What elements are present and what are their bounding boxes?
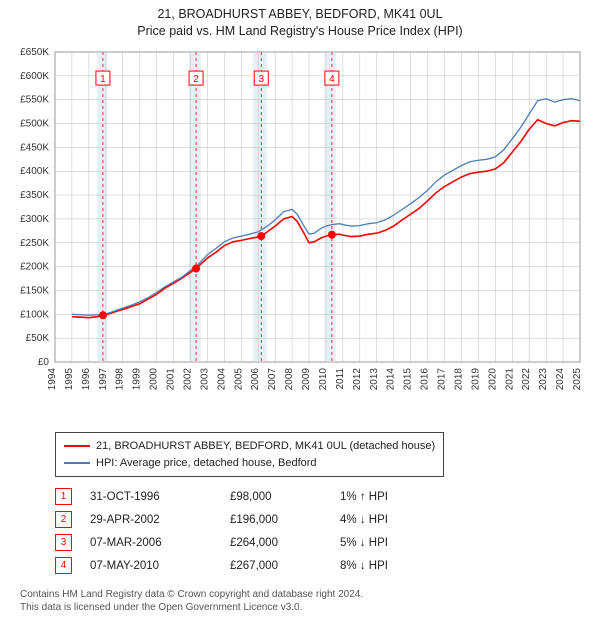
sale-marker-icon: 2 bbox=[55, 511, 72, 528]
svg-text:£0: £0 bbox=[38, 357, 50, 368]
svg-text:2001: 2001 bbox=[166, 368, 177, 391]
svg-text:£450K: £450K bbox=[20, 142, 49, 153]
sale-price: £98,000 bbox=[230, 491, 340, 503]
svg-text:2017: 2017 bbox=[437, 368, 448, 391]
svg-text:2004: 2004 bbox=[216, 368, 227, 391]
legend-item-property: 21, BROADHURST ABBEY, BEDFORD, MK41 0UL … bbox=[64, 438, 435, 455]
svg-text:2009: 2009 bbox=[301, 368, 312, 391]
svg-text:2021: 2021 bbox=[504, 368, 515, 391]
svg-text:2019: 2019 bbox=[470, 368, 481, 391]
sale-date: 31-OCT-1996 bbox=[90, 491, 230, 503]
svg-text:£300K: £300K bbox=[20, 214, 49, 225]
svg-text:2: 2 bbox=[193, 74, 199, 85]
sale-price: £196,000 bbox=[230, 514, 340, 526]
chart-title-block: 21, BROADHURST ABBEY, BEDFORD, MK41 0UL … bbox=[0, 0, 600, 40]
svg-text:2002: 2002 bbox=[182, 368, 193, 391]
svg-text:£400K: £400K bbox=[20, 166, 49, 177]
sale-price: £267,000 bbox=[230, 560, 340, 572]
svg-text:£350K: £350K bbox=[20, 190, 49, 201]
attribution-line1: Contains HM Land Registry data © Crown c… bbox=[20, 588, 363, 601]
table-row: 3 07-MAR-2006 £264,000 5% ↓ HPI bbox=[55, 531, 420, 554]
svg-text:1996: 1996 bbox=[81, 368, 92, 391]
title-line2: Price paid vs. HM Land Registry's House … bbox=[0, 23, 600, 40]
chart-container: £0 £50K £100K £150K £200K £250K £300K £350K £400… bbox=[0, 44, 600, 424]
sale-diff: 8% ↓ HPI bbox=[340, 560, 420, 572]
attribution-line2: This data is licensed under the Open Gov… bbox=[20, 601, 363, 614]
price-chart: £0 £50K £100K £150K £200K £250K £300K £350K £400… bbox=[0, 44, 600, 424]
sale-date: 07-MAR-2006 bbox=[90, 537, 230, 549]
svg-text:2006: 2006 bbox=[250, 368, 261, 391]
svg-text:2013: 2013 bbox=[369, 368, 380, 391]
svg-text:2024: 2024 bbox=[555, 368, 566, 391]
svg-text:£650K: £650K bbox=[20, 47, 49, 58]
svg-text:2015: 2015 bbox=[403, 368, 414, 391]
svg-text:1997: 1997 bbox=[98, 368, 109, 391]
sales-table: 1 31-OCT-1996 £98,000 1% ↑ HPI 2 29-APR-… bbox=[55, 485, 420, 577]
svg-text:£500K: £500K bbox=[20, 119, 49, 130]
svg-text:£600K: £600K bbox=[20, 71, 49, 82]
sale-diff: 4% ↓ HPI bbox=[340, 514, 420, 526]
svg-text:2022: 2022 bbox=[521, 368, 532, 391]
svg-text:2018: 2018 bbox=[453, 368, 464, 391]
sale-marker-icon: 1 bbox=[55, 488, 72, 505]
svg-text:£100K: £100K bbox=[20, 309, 49, 320]
svg-text:2000: 2000 bbox=[149, 368, 160, 391]
svg-text:1999: 1999 bbox=[132, 368, 143, 391]
title-line1: 21, BROADHURST ABBEY, BEDFORD, MK41 0UL bbox=[0, 6, 600, 23]
svg-text:2008: 2008 bbox=[284, 368, 295, 391]
table-row: 1 31-OCT-1996 £98,000 1% ↑ HPI bbox=[55, 485, 420, 508]
sale-marker-icon: 4 bbox=[55, 557, 72, 574]
sale-date: 29-APR-2002 bbox=[90, 514, 230, 526]
legend-swatch-property bbox=[64, 445, 90, 447]
sale-diff: 1% ↑ HPI bbox=[340, 491, 420, 503]
legend-label-hpi: HPI: Average price, detached house, Bedf… bbox=[96, 455, 317, 472]
sale-diff: 5% ↓ HPI bbox=[340, 537, 420, 549]
legend-swatch-hpi bbox=[64, 462, 90, 464]
svg-text:2007: 2007 bbox=[267, 368, 278, 391]
svg-text:2003: 2003 bbox=[199, 368, 210, 391]
legend-label-property: 21, BROADHURST ABBEY, BEDFORD, MK41 0UL … bbox=[96, 438, 435, 455]
svg-text:2020: 2020 bbox=[487, 368, 498, 391]
svg-text:4: 4 bbox=[329, 74, 335, 85]
svg-text:1: 1 bbox=[100, 74, 106, 85]
svg-text:£50K: £50K bbox=[26, 333, 50, 344]
svg-text:£250K: £250K bbox=[20, 238, 49, 249]
svg-text:2025: 2025 bbox=[572, 368, 583, 391]
svg-text:2010: 2010 bbox=[318, 368, 329, 391]
sale-price: £264,000 bbox=[230, 537, 340, 549]
svg-text:2011: 2011 bbox=[335, 368, 346, 390]
svg-text:2005: 2005 bbox=[233, 368, 244, 391]
table-row: 2 29-APR-2002 £196,000 4% ↓ HPI bbox=[55, 508, 420, 531]
svg-text:2012: 2012 bbox=[352, 368, 363, 391]
legend-item-hpi: HPI: Average price, detached house, Bedf… bbox=[64, 455, 435, 472]
attribution: Contains HM Land Registry data © Crown c… bbox=[20, 588, 363, 614]
svg-text:2014: 2014 bbox=[386, 368, 397, 391]
table-row: 4 07-MAY-2010 £267,000 8% ↓ HPI bbox=[55, 554, 420, 577]
sale-marker-icon: 3 bbox=[55, 534, 72, 551]
svg-text:3: 3 bbox=[258, 74, 264, 85]
svg-text:1998: 1998 bbox=[115, 368, 126, 391]
svg-text:1994: 1994 bbox=[47, 368, 58, 391]
svg-text:£200K: £200K bbox=[20, 262, 49, 273]
sale-date: 07-MAY-2010 bbox=[90, 560, 230, 572]
svg-text:£150K: £150K bbox=[20, 285, 49, 296]
legend: 21, BROADHURST ABBEY, BEDFORD, MK41 0UL … bbox=[55, 432, 444, 477]
svg-text:1995: 1995 bbox=[64, 368, 75, 391]
svg-text:2016: 2016 bbox=[420, 368, 431, 391]
svg-text:2023: 2023 bbox=[538, 368, 549, 391]
svg-text:£550K: £550K bbox=[20, 95, 49, 106]
